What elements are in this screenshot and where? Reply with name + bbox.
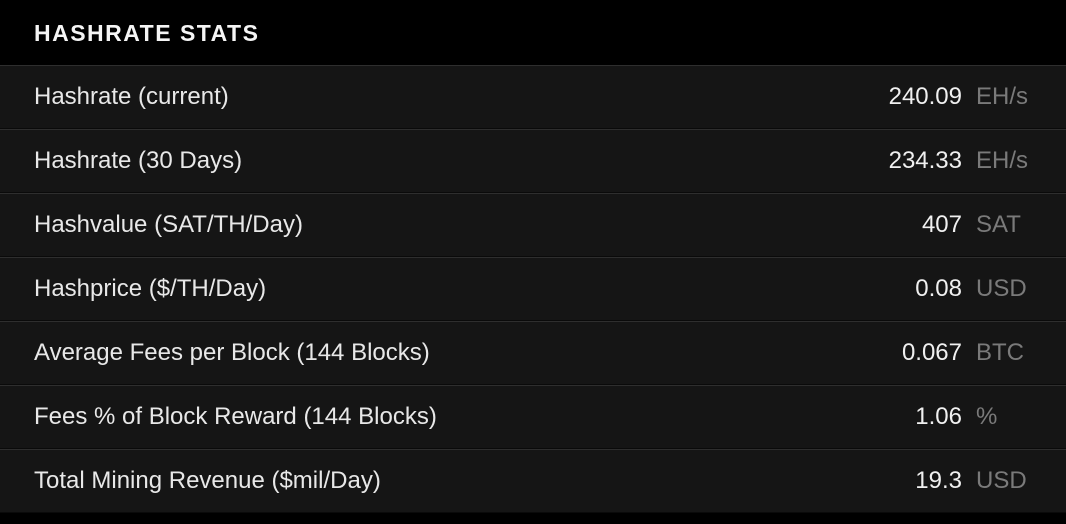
stat-value: 407 <box>922 211 962 239</box>
stat-value: 19.3 <box>915 467 962 495</box>
stat-row: Fees % of Block Reward (144 Blocks) 1.06… <box>0 385 1066 449</box>
stat-row: Hashrate (30 Days) 234.33 EH/s <box>0 129 1066 193</box>
stat-label: Hashrate (30 Days) <box>34 147 242 175</box>
stat-unit: SAT <box>976 211 1032 239</box>
stat-row: Average Fees per Block (144 Blocks) 0.06… <box>0 321 1066 385</box>
stat-right: 407 SAT <box>922 211 1032 239</box>
stat-right: 0.067 BTC <box>902 339 1032 367</box>
stat-row: Hashprice ($/TH/Day) 0.08 USD <box>0 257 1066 321</box>
stat-unit: % <box>976 403 1032 431</box>
stat-unit: BTC <box>976 339 1032 367</box>
stats-list: Hashrate (current) 240.09 EH/s Hashrate … <box>0 65 1066 513</box>
stat-unit: USD <box>976 275 1032 303</box>
panel-header: HASHRATE STATS <box>0 0 1066 65</box>
stat-right: 240.09 EH/s <box>889 83 1032 111</box>
panel-title: HASHRATE STATS <box>34 20 1032 47</box>
stat-label: Fees % of Block Reward (144 Blocks) <box>34 403 437 431</box>
stat-row: Hashvalue (SAT/TH/Day) 407 SAT <box>0 193 1066 257</box>
stat-value: 240.09 <box>889 83 962 111</box>
stat-label: Hashrate (current) <box>34 83 229 111</box>
stat-row: Hashrate (current) 240.09 EH/s <box>0 65 1066 129</box>
stat-row: Total Mining Revenue ($mil/Day) 19.3 USD <box>0 449 1066 513</box>
stat-unit: USD <box>976 467 1032 495</box>
stat-right: 234.33 EH/s <box>889 147 1032 175</box>
stat-value: 234.33 <box>889 147 962 175</box>
stat-label: Hashprice ($/TH/Day) <box>34 275 266 303</box>
stat-unit: EH/s <box>976 147 1032 175</box>
stat-right: 19.3 USD <box>915 467 1032 495</box>
stat-value: 0.08 <box>915 275 962 303</box>
stat-unit: EH/s <box>976 83 1032 111</box>
stat-label: Total Mining Revenue ($mil/Day) <box>34 467 381 495</box>
stat-label: Hashvalue (SAT/TH/Day) <box>34 211 303 239</box>
stat-value: 1.06 <box>915 403 962 431</box>
stat-label: Average Fees per Block (144 Blocks) <box>34 339 430 367</box>
stat-right: 0.08 USD <box>915 275 1032 303</box>
stat-value: 0.067 <box>902 339 962 367</box>
stat-right: 1.06 % <box>915 403 1032 431</box>
hashrate-stats-panel: HASHRATE STATS Hashrate (current) 240.09… <box>0 0 1066 524</box>
